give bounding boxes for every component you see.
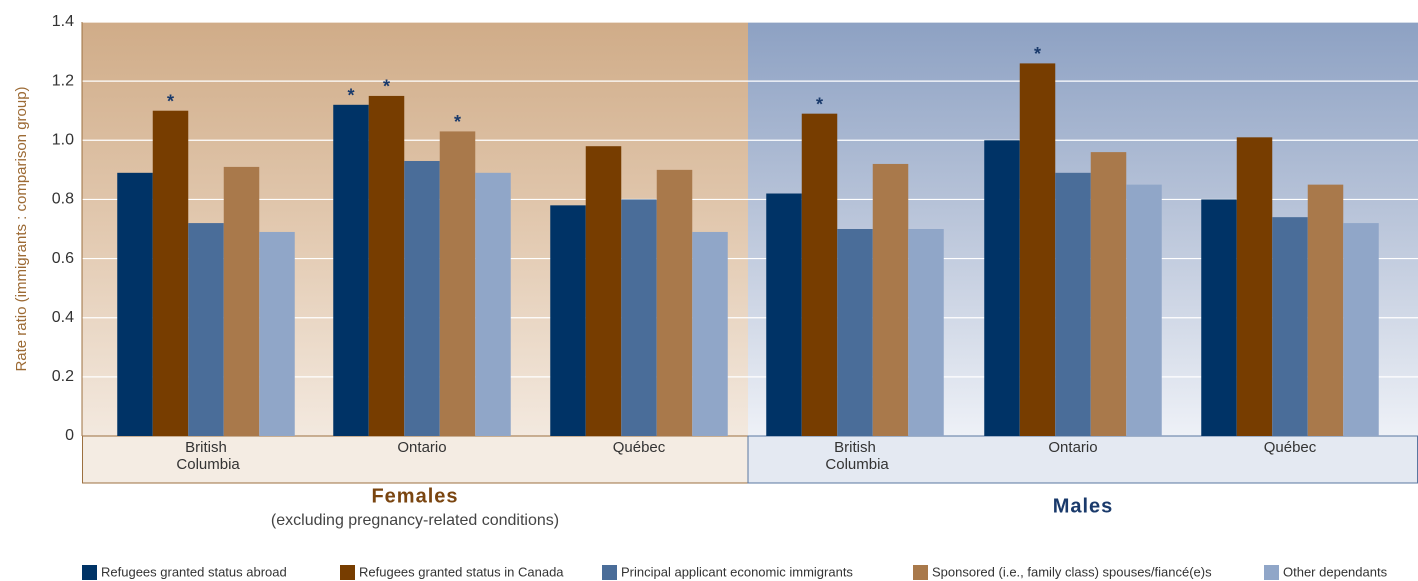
legend-label: Refugees granted status in Canada <box>359 564 564 579</box>
bar <box>1272 217 1308 436</box>
bar <box>621 199 657 436</box>
legend-label: Principal applicant economic immigrants <box>621 564 853 579</box>
panel-label: Males <box>1053 495 1114 517</box>
legend-swatch <box>913 565 928 580</box>
panel-label: Females <box>371 485 458 507</box>
significance-marker: * <box>816 94 823 114</box>
x-tick-label: British Columbia <box>821 439 889 473</box>
y-tick-label: 0.4 <box>52 309 74 326</box>
bar <box>117 172 153 437</box>
bar <box>188 223 224 436</box>
significance-marker: * <box>383 77 390 97</box>
bar <box>1090 152 1127 436</box>
bar <box>439 131 476 436</box>
bar <box>908 229 944 436</box>
bar <box>585 146 622 436</box>
legend-swatch <box>602 565 617 580</box>
bar <box>259 231 295 436</box>
bar <box>223 166 260 436</box>
bar <box>368 95 405 436</box>
y-tick-label: 0.8 <box>52 191 74 208</box>
bar <box>801 113 838 437</box>
bar <box>1019 63 1056 437</box>
y-tick-label: 0.2 <box>52 368 74 385</box>
bar <box>333 104 369 437</box>
x-tick-label: Ontario <box>1048 439 1097 456</box>
bar <box>404 160 440 436</box>
bar <box>984 140 1020 437</box>
significance-marker: * <box>347 86 354 106</box>
y-tick-label: 0.6 <box>52 250 74 267</box>
x-tick-label: British Columbia <box>172 439 240 473</box>
bar <box>872 163 909 436</box>
y-tick-label: 1.2 <box>52 72 74 89</box>
bar <box>1126 184 1162 436</box>
bar <box>766 193 802 436</box>
bar <box>475 172 511 437</box>
x-tick-label: Québec <box>613 439 666 456</box>
bar <box>837 229 873 436</box>
bar <box>1236 137 1273 437</box>
panel-note: (excluding pregnancy-related conditions) <box>271 512 559 529</box>
bar <box>656 169 693 436</box>
bar <box>1307 184 1344 436</box>
significance-marker: * <box>454 112 461 132</box>
legend-label: Refugees granted status abroad <box>101 564 287 579</box>
y-tick-label: 1.0 <box>52 132 74 149</box>
x-tick-label: Québec <box>1264 439 1317 456</box>
bar <box>550 205 586 436</box>
significance-marker: * <box>167 91 174 111</box>
bar <box>152 110 189 436</box>
legend-swatch <box>340 565 355 580</box>
bar <box>1343 223 1379 436</box>
bar <box>1201 199 1237 436</box>
category-box <box>82 435 749 484</box>
legend-label: Other dependants <box>1283 564 1388 579</box>
legend-swatch <box>82 565 97 580</box>
y-tick-label: 0 <box>65 427 74 444</box>
y-tick-label: 1.4 <box>52 13 74 30</box>
bar <box>692 231 728 436</box>
bar <box>1055 172 1091 437</box>
legend-label: Sponsored (i.e., family class) spouses/f… <box>932 564 1212 579</box>
significance-marker: * <box>1034 44 1041 64</box>
x-tick-label: Ontario <box>397 439 446 456</box>
y-axis-label: Rate ratio (immigrants : comparison grou… <box>13 86 30 371</box>
legend-swatch <box>1264 565 1279 580</box>
